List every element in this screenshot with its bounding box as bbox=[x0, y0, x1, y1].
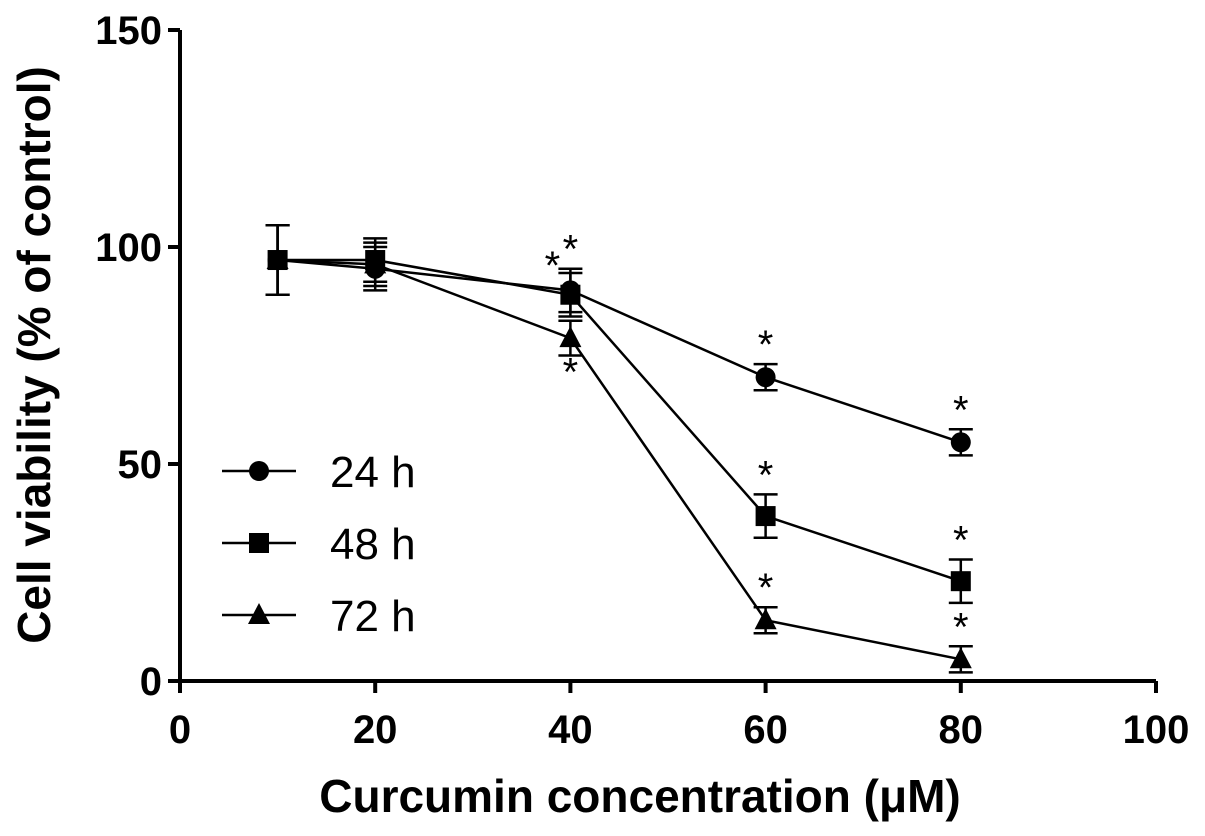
data-point bbox=[755, 367, 776, 388]
significance-star: * bbox=[953, 388, 969, 432]
legend-item-24h: 24 h bbox=[222, 448, 416, 497]
x-axis-title: Curcumin concentration (μM) bbox=[319, 770, 960, 822]
data-point bbox=[559, 326, 582, 348]
significance-star: * bbox=[758, 453, 774, 497]
legend: 24 h 48 h 72 h bbox=[222, 448, 416, 641]
significance-star: * bbox=[758, 566, 774, 610]
data-point bbox=[754, 608, 777, 630]
legend-item-48h: 48 h bbox=[222, 520, 416, 569]
legend-marker bbox=[249, 533, 269, 553]
x-tick-label: 0 bbox=[169, 708, 191, 752]
data-point bbox=[266, 248, 289, 270]
significance-star: * bbox=[545, 244, 561, 288]
y-tick-label: 50 bbox=[118, 443, 163, 487]
y-tick-label: 0 bbox=[140, 660, 162, 704]
legend-marker bbox=[249, 461, 269, 481]
significance-star: * bbox=[563, 228, 579, 272]
y-tick-label: 100 bbox=[95, 226, 162, 270]
data-point bbox=[755, 506, 776, 527]
axes bbox=[178, 30, 1156, 683]
legend-label: 24 h bbox=[330, 448, 416, 497]
data-point bbox=[364, 252, 387, 274]
legend-label: 48 h bbox=[330, 520, 416, 569]
significance-star: * bbox=[953, 518, 969, 562]
data-point bbox=[950, 571, 971, 592]
significance-star: * bbox=[563, 351, 579, 395]
legend-item-72h: 72 h bbox=[222, 592, 416, 641]
x-tick-label: 100 bbox=[1123, 708, 1190, 752]
ticks: 0 20 40 60 80 100 0 50 100 150 bbox=[95, 9, 1189, 752]
y-tick-label: 150 bbox=[95, 9, 162, 53]
legend-label: 72 h bbox=[330, 592, 416, 641]
series-layer bbox=[265, 224, 973, 674]
legend-marker bbox=[248, 603, 270, 624]
x-tick-label: 40 bbox=[548, 708, 593, 752]
series-72h bbox=[265, 224, 973, 674]
x-tick-label: 60 bbox=[743, 708, 788, 752]
data-point bbox=[560, 284, 581, 305]
data-point bbox=[949, 647, 972, 669]
significance-layer: ********* bbox=[545, 228, 969, 650]
significance-star: * bbox=[758, 323, 774, 367]
significance-star: * bbox=[953, 605, 969, 649]
y-axis-title: Cell viability (% of control) bbox=[8, 66, 60, 644]
data-point bbox=[950, 432, 971, 453]
x-tick-label: 80 bbox=[939, 708, 984, 752]
x-tick-label: 20 bbox=[353, 708, 398, 752]
